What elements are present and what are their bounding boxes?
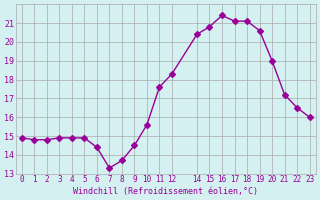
X-axis label: Windchill (Refroidissement éolien,°C): Windchill (Refroidissement éolien,°C) xyxy=(73,187,258,196)
